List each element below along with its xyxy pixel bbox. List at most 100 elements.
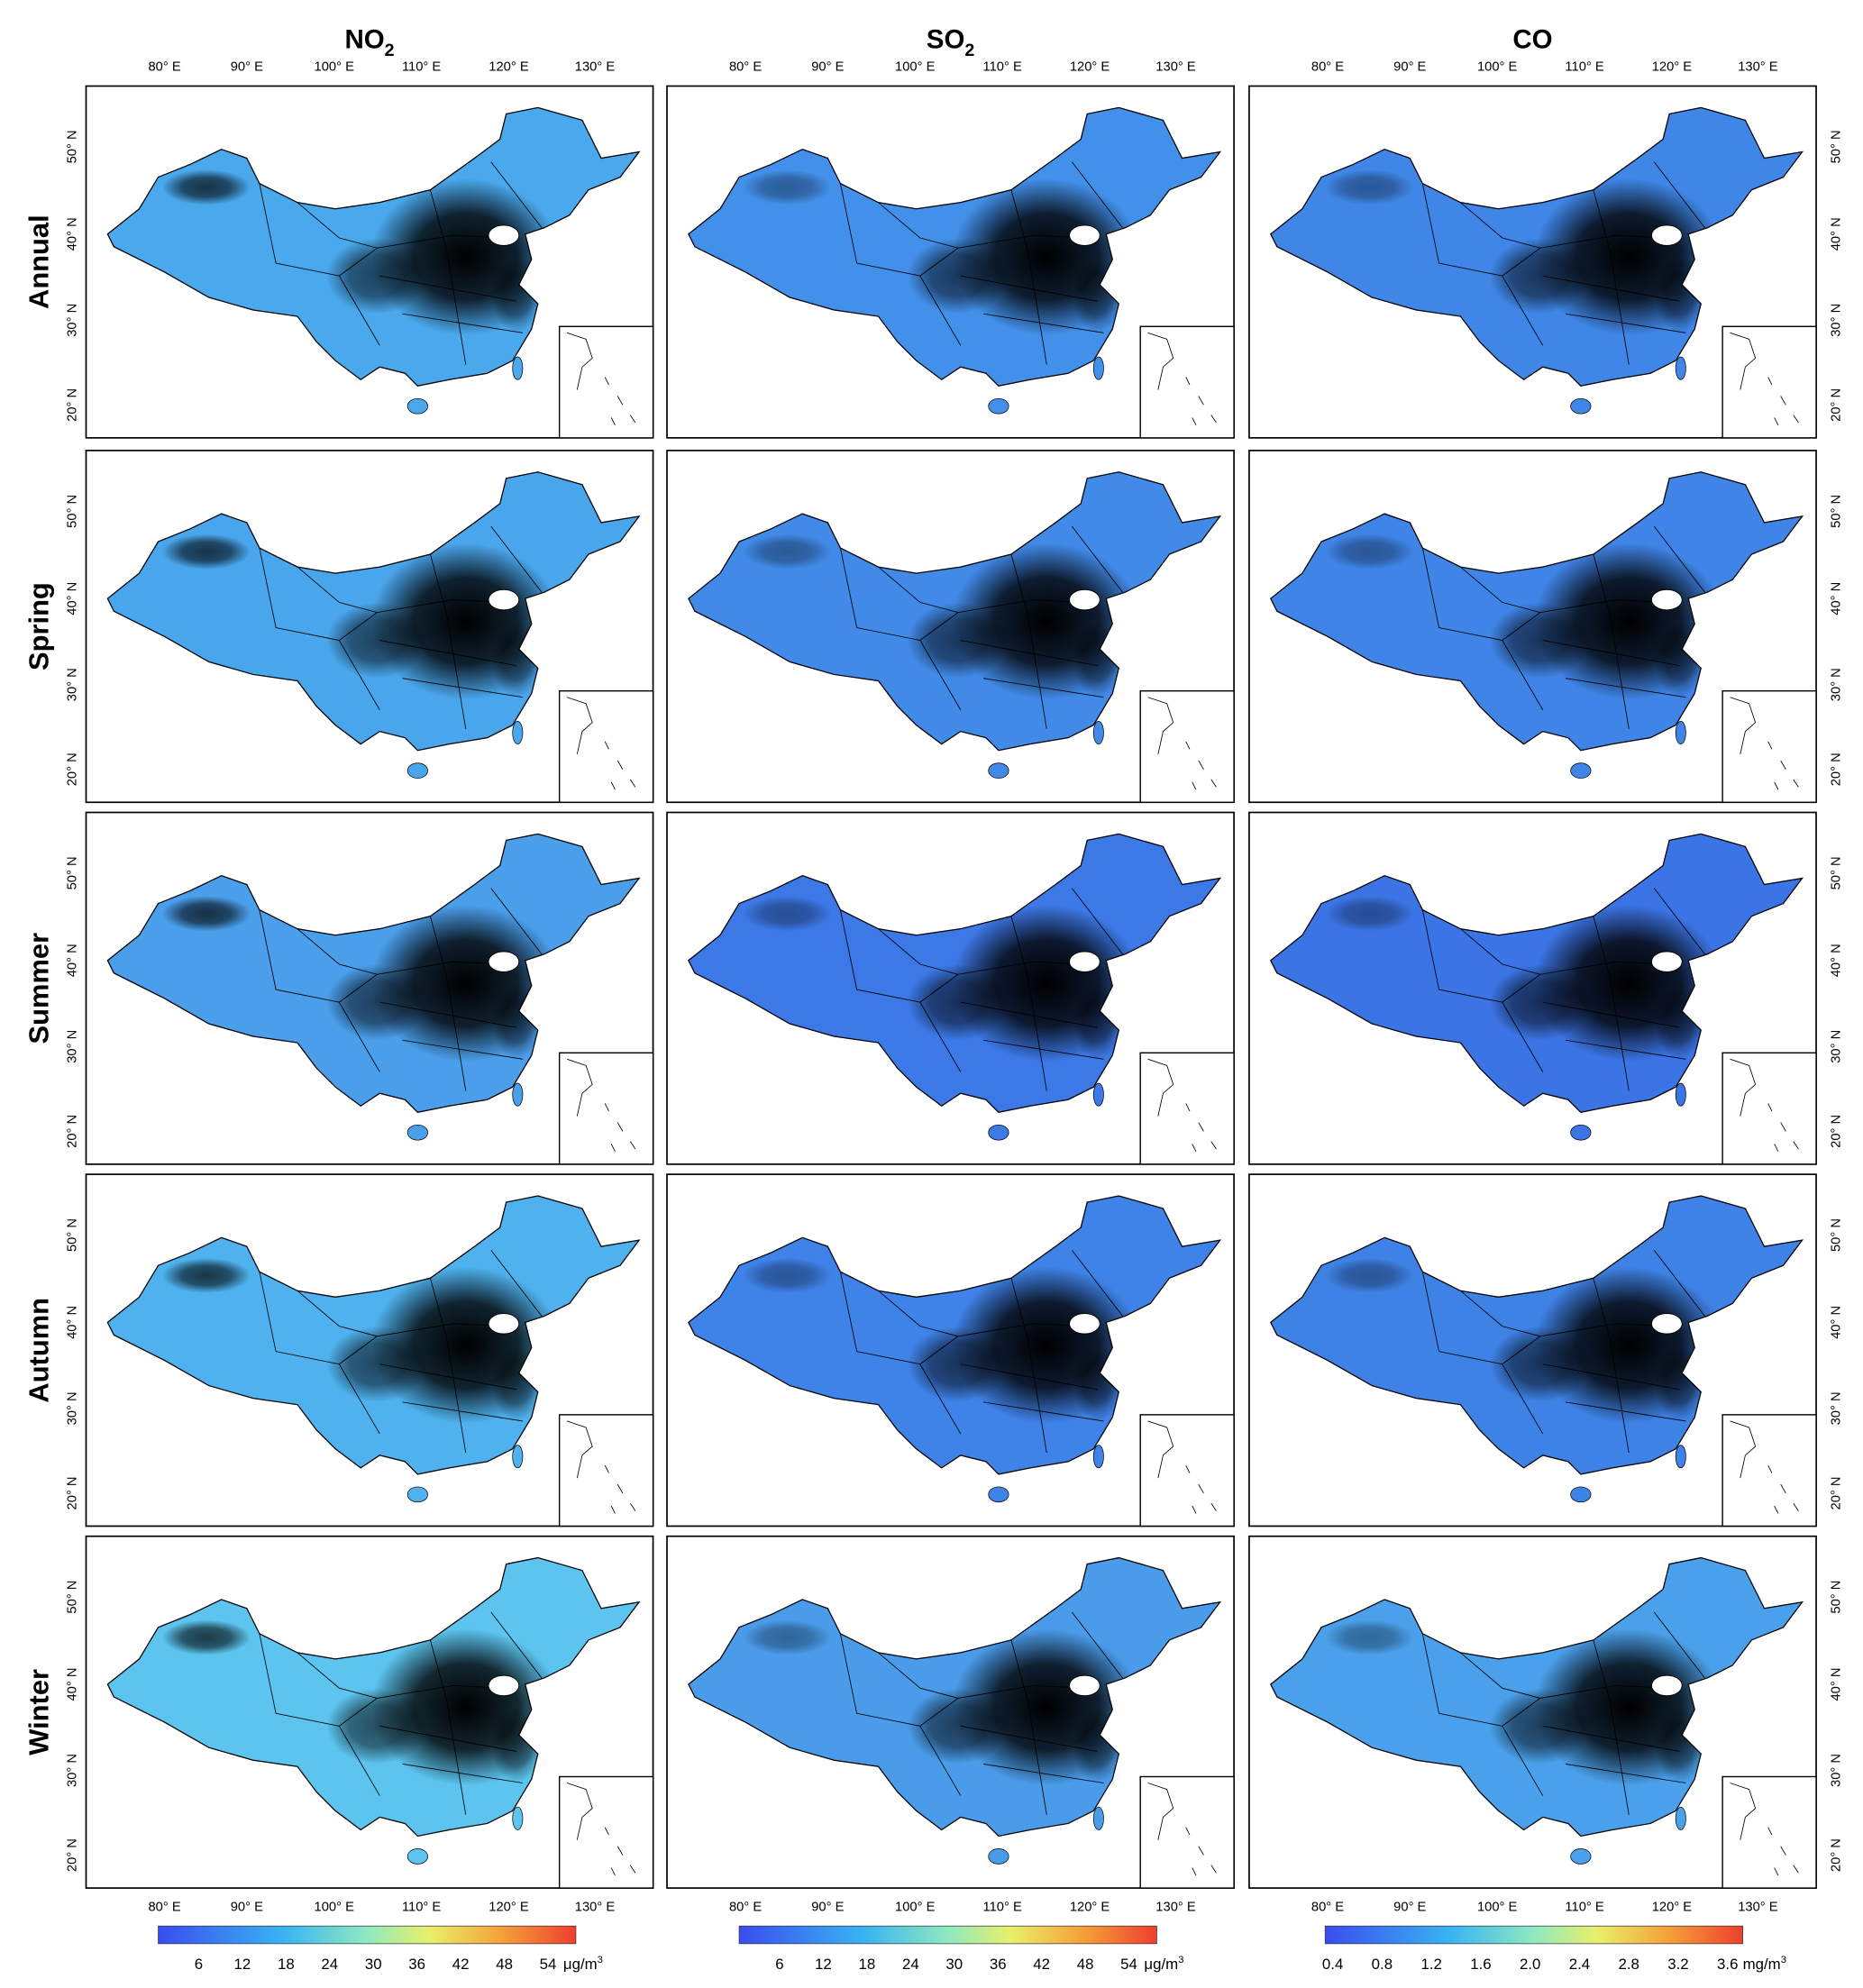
longitude-label: 110° E — [402, 60, 441, 75]
province-border — [1072, 888, 1123, 955]
latitude-label: 20° N — [65, 752, 79, 786]
province-border — [379, 1363, 516, 1391]
bohai-sea — [1651, 1313, 1683, 1335]
hotspot — [1489, 602, 1592, 679]
longitude-label: 100° E — [1477, 1900, 1518, 1914]
hotspot — [743, 1619, 832, 1655]
province-border — [339, 1684, 504, 1727]
inset-frame — [558, 689, 654, 803]
longitude-label: 100° E — [315, 1900, 355, 1914]
province-border — [1502, 234, 1667, 277]
hainan — [406, 1486, 428, 1503]
latitude-label: 30° N — [65, 668, 79, 701]
latitude-label: 20° N — [65, 1838, 79, 1872]
province-border — [919, 1684, 1085, 1727]
latitude-label: 50° N — [1830, 1218, 1844, 1252]
province-border — [1565, 678, 1686, 698]
colorbar-unit: μg/m3 — [563, 1955, 603, 1973]
colorbar-label: 2.0 — [1520, 1956, 1540, 1973]
hotspot — [743, 169, 832, 205]
hainan — [988, 397, 1009, 415]
latitude-label: 20° N — [65, 1115, 79, 1148]
hotspot — [161, 1257, 251, 1294]
hainan — [406, 762, 428, 779]
province-border — [339, 961, 504, 1003]
province-border — [430, 553, 467, 729]
longitude-label: 130° E — [575, 1900, 616, 1914]
province-border — [1653, 1611, 1705, 1679]
inset-frame — [558, 1414, 654, 1527]
longitude-label: 130° E — [1738, 1900, 1778, 1914]
province-border — [960, 1001, 1098, 1028]
taiwan — [512, 356, 524, 380]
taiwan — [512, 1806, 524, 1830]
province-border — [839, 909, 962, 1072]
inset-frame — [558, 325, 654, 439]
inset-coast — [1730, 1783, 1799, 1876]
inset-coast — [1147, 1420, 1217, 1514]
province-border — [1593, 553, 1630, 729]
hotspot — [326, 964, 428, 1041]
province-border — [919, 1323, 1085, 1365]
province-border — [1421, 183, 1544, 346]
province-border — [1653, 525, 1705, 593]
province-border — [983, 1039, 1104, 1060]
province-border — [1542, 1363, 1680, 1391]
colorbar-label: 1.2 — [1420, 1956, 1441, 1973]
province-border — [878, 566, 959, 614]
map-panel — [85, 1535, 654, 1889]
inset-coast — [1147, 332, 1217, 425]
longitude-label: 80° E — [148, 60, 180, 75]
province-border — [490, 888, 543, 955]
longitude-label: 80° E — [1311, 1900, 1344, 1914]
province-border — [1072, 161, 1123, 229]
unit-text: μg/m — [1144, 1956, 1178, 1973]
bohai-sea — [488, 224, 520, 246]
bohai-sea — [1651, 224, 1683, 246]
province-border — [983, 1764, 1104, 1783]
hainan — [406, 1848, 428, 1865]
unit-superscript: 3 — [1178, 1955, 1183, 1965]
province-border — [1502, 1323, 1667, 1365]
map-panel — [666, 1535, 1235, 1889]
taiwan — [1675, 721, 1686, 745]
hainan — [988, 1848, 1009, 1865]
province-border — [339, 599, 504, 641]
province-border — [379, 1725, 516, 1752]
province-border — [1542, 1001, 1680, 1028]
map-panel — [666, 85, 1235, 439]
province-border — [402, 1401, 524, 1422]
title-text: NO — [344, 24, 384, 54]
latitude-label: 30° N — [65, 304, 79, 337]
province-border — [402, 678, 524, 698]
province-border — [1653, 1250, 1705, 1317]
province-border — [297, 202, 378, 249]
inset-frame — [1139, 1414, 1235, 1527]
colorbar-label: 24 — [902, 1956, 919, 1973]
province-border — [919, 234, 1085, 277]
inset-coast — [566, 697, 636, 790]
hotspot — [743, 533, 832, 570]
longitude-label: 120° E — [1652, 60, 1693, 75]
colorbar-label: 12 — [234, 1956, 251, 1973]
province-border — [1072, 1250, 1123, 1317]
province-border — [960, 1363, 1098, 1391]
longitude-label: 90° E — [1393, 1900, 1426, 1914]
map-panel — [1248, 450, 1817, 804]
map-panel — [1248, 811, 1817, 1165]
bohai-sea — [1069, 224, 1100, 246]
colorbar-label: 12 — [815, 1956, 832, 1973]
latitude-label: 50° N — [1830, 130, 1844, 163]
longitude-label: 100° E — [895, 1900, 936, 1914]
map-panel — [85, 1173, 654, 1527]
bohai-sea — [488, 1674, 520, 1697]
latitude-label: 40° N — [1830, 217, 1844, 251]
longitude-label: 110° E — [1565, 60, 1603, 75]
longitude-label: 120° E — [489, 60, 529, 75]
province-border — [339, 234, 504, 277]
hotspot — [743, 896, 832, 932]
colorbar-label: 6 — [775, 1956, 783, 1973]
longitude-label: 130° E — [1155, 1900, 1196, 1914]
province-border — [983, 678, 1104, 698]
inset-frame — [1721, 1775, 1817, 1889]
